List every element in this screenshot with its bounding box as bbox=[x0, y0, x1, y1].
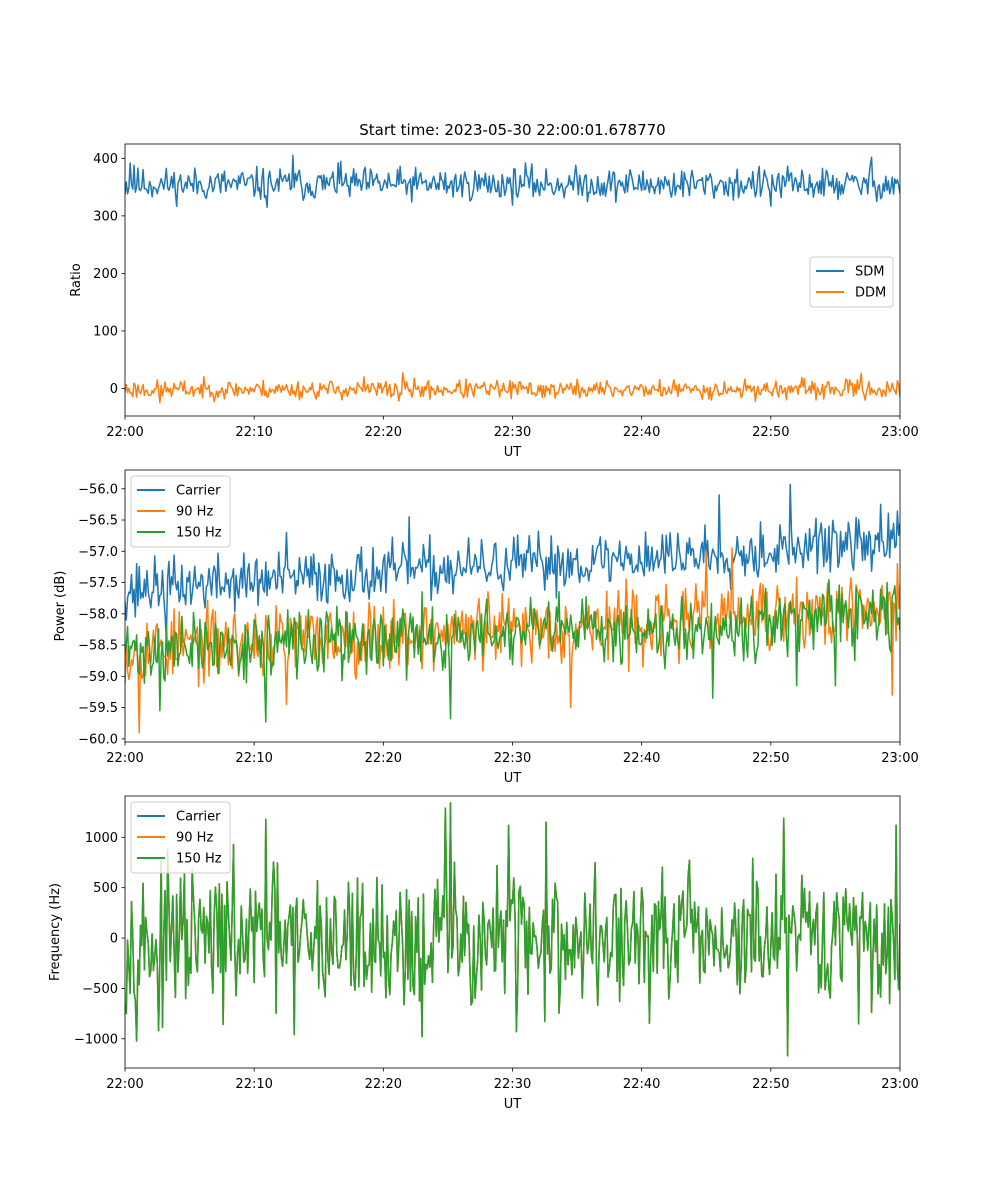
panel-3-x-axis-label: UT bbox=[504, 1097, 522, 1112]
panel-2-y-tick-label: −59.0 bbox=[78, 670, 118, 685]
panel-2-y-tick-label: −56.5 bbox=[78, 514, 118, 529]
panel-2-legend-label: Carrier bbox=[176, 484, 221, 499]
panel-2-x-tick-label: 22:00 bbox=[106, 751, 143, 766]
panel-2-y-tick-label: −56.0 bbox=[78, 482, 118, 497]
panel-2-y-axis-label: Power (dB) bbox=[53, 571, 68, 642]
panel-3-legend-box bbox=[130, 801, 231, 874]
panel-1-x-tick-label: 22:30 bbox=[494, 425, 531, 440]
chart-title: Start time: 2023-05-30 22:00:01.678770 bbox=[359, 121, 665, 139]
panel-3-legend: Carrier 90 Hz 150 Hz bbox=[130, 801, 231, 874]
panel-3-y-tick-label: 500 bbox=[93, 881, 118, 896]
panel-3-y-tick-label: 1000 bbox=[85, 831, 118, 846]
panel-3-legend-label: 90 Hz bbox=[176, 831, 213, 846]
panel-2-x-tick-label: 22:30 bbox=[494, 751, 531, 766]
panel-1-series-sdm bbox=[125, 154, 900, 209]
panel-2-x-axis-label: UT bbox=[504, 771, 522, 786]
panel-1-x-axis-label: UT bbox=[504, 445, 522, 460]
panel-1-y-tick-label: 400 bbox=[93, 152, 118, 167]
panel-2-legend: Carrier 90 Hz 150 Hz bbox=[130, 475, 231, 548]
panel-2-y-tick-label: −58.5 bbox=[78, 639, 118, 654]
panel-2-x-tick-label: 23:00 bbox=[881, 751, 918, 766]
panel-1-y-tick-label: 100 bbox=[93, 324, 118, 339]
panel-2-legend-label: 90 Hz bbox=[176, 505, 213, 520]
panel-2-x-tick-label: 22:50 bbox=[752, 751, 789, 766]
panel-3-legend-label: 150 Hz bbox=[176, 852, 222, 867]
panel-2-x-tick-label: 22:20 bbox=[365, 751, 402, 766]
panel-1-legend-label: SDM bbox=[855, 265, 884, 280]
panel-1-x-tick-label: 22:00 bbox=[106, 425, 143, 440]
panel-3-x-tick-label: 22:50 bbox=[752, 1077, 789, 1092]
panel-2-y-tick-label: −59.5 bbox=[78, 701, 118, 716]
panel-3-x-tick-label: 22:40 bbox=[623, 1077, 660, 1092]
panel-2-y-tick-label: −60.0 bbox=[78, 732, 118, 747]
panel-1-series-ddm bbox=[125, 372, 900, 404]
panel-2-x-tick-label: 22:10 bbox=[235, 751, 272, 766]
panel-2-y-tick-label: −57.5 bbox=[78, 576, 118, 591]
panel-3-x-tick-label: 23:00 bbox=[881, 1077, 918, 1092]
panel-2-series-carrier bbox=[125, 483, 900, 640]
panel-1-x-tick-label: 22:50 bbox=[752, 425, 789, 440]
panel-3-legend-label: Carrier bbox=[176, 810, 221, 825]
panel-1: 22:00 22:10 22:20 22:30 22:40 22:50 23:00 0 100 2… bbox=[69, 121, 919, 460]
panel-3-y-tick-label: −500 bbox=[82, 982, 118, 997]
panel-1-y-axis-label: Ratio bbox=[69, 263, 84, 296]
panel-1-legend-box bbox=[809, 256, 894, 308]
panel-3-y-axis-label: Frequency (Hz) bbox=[48, 883, 63, 981]
panel-2-axes-frame bbox=[124, 469, 901, 743]
panel-2-legend-label: 150 Hz bbox=[176, 526, 222, 541]
panel-3-x-tick-label: 22:10 bbox=[235, 1077, 272, 1092]
panel-1-y-tick-label: 300 bbox=[93, 209, 118, 224]
panel-3-x-tick-label: 22:00 bbox=[106, 1077, 143, 1092]
panel-3-y-tick-label: 0 bbox=[110, 932, 118, 947]
panel-2-series-150-hz bbox=[125, 578, 900, 723]
panel-3-x-tick-label: 22:30 bbox=[494, 1077, 531, 1092]
panel-2-legend-box bbox=[130, 475, 231, 548]
panel-1-legend: SDM DDM bbox=[809, 256, 894, 308]
panel-1-x-tick-label: 22:10 bbox=[235, 425, 272, 440]
panel-2-x-tick-label: 22:40 bbox=[623, 751, 660, 766]
panel-3-x-tick-label: 22:20 bbox=[365, 1077, 402, 1092]
panel-2-y-tick-label: −57.0 bbox=[78, 545, 118, 560]
panel-3: 22:00 22:10 22:20 22:30 22:40 22:50 23:00 −1000… bbox=[48, 795, 919, 1112]
panel-1-legend-label: DDM bbox=[855, 286, 886, 301]
panel-1-y-tick-label: 200 bbox=[93, 267, 118, 282]
panel-1-x-tick-label: 22:40 bbox=[623, 425, 660, 440]
panel-1-y-tick-label: 0 bbox=[110, 382, 118, 397]
panel-3-y-tick-label: −1000 bbox=[74, 1032, 118, 1047]
panel-2: 22:00 22:10 22:20 22:30 22:40 22:50 23:00 −60.0… bbox=[53, 469, 919, 786]
panel-3-series-150-hz bbox=[125, 802, 900, 1057]
panel-1-x-tick-label: 22:20 bbox=[365, 425, 402, 440]
panel-2-y-tick-label: −58.0 bbox=[78, 607, 118, 622]
panel-2-series-90-hz bbox=[125, 547, 900, 734]
panel-1-x-tick-label: 23:00 bbox=[881, 425, 918, 440]
